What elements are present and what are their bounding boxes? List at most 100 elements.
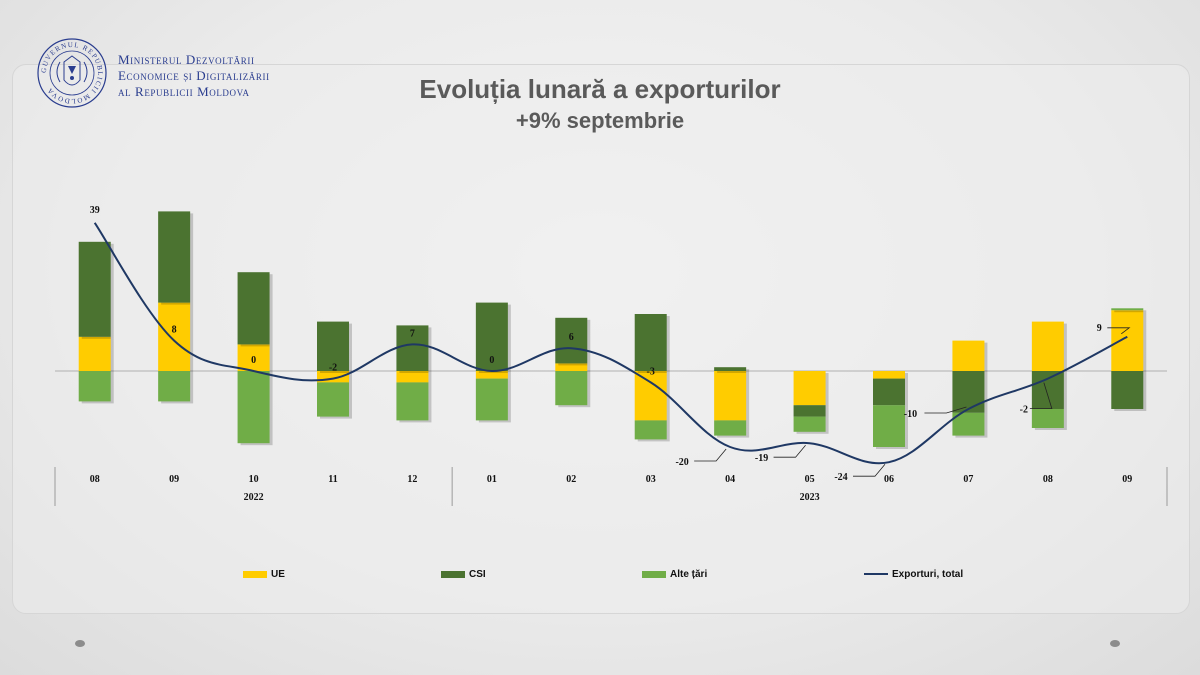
- bar-csi-8: [714, 367, 747, 371]
- bar-ue-0: [78, 336, 111, 371]
- tick-label-12: 08: [1043, 474, 1053, 485]
- total-exports-line: [93, 222, 1128, 465]
- slide-dot-left: [75, 640, 85, 647]
- tick-label-1: 09: [169, 474, 179, 485]
- bar-alte-12: [1031, 409, 1064, 428]
- bar-ue-5: [475, 371, 508, 379]
- bar-ue-10: [873, 371, 905, 379]
- bar-csi-10: [873, 378, 905, 406]
- chart-subtitle: +9% septembrie: [515, 108, 685, 133]
- legend-item-total: Exporturi, total: [864, 566, 963, 582]
- chart-title: Evoluția lunară a exporturilor: [419, 74, 781, 104]
- legend-label-csi: CSI: [469, 568, 486, 580]
- tick-label-9: 05: [805, 474, 815, 485]
- data-label-leader-9: [773, 444, 806, 458]
- legend-line-total: [864, 573, 888, 575]
- bar-ue-9: [793, 371, 826, 406]
- bar-alte-8: [714, 420, 747, 436]
- bar-alte-11: [952, 412, 985, 436]
- data-label-3: -2: [329, 363, 337, 374]
- bar-csi-4: [396, 325, 429, 371]
- bar-ue-12: [1031, 321, 1064, 371]
- data-label-1: 8: [172, 325, 177, 336]
- tick-label-8: 04: [725, 474, 735, 485]
- data-label-11: -10: [904, 409, 917, 420]
- bar-alte-3: [317, 382, 349, 417]
- data-label-8: -20: [675, 457, 688, 468]
- tick-label-0: 08: [90, 474, 100, 485]
- ministry-line-3: al Republicii Moldova: [118, 84, 250, 99]
- bar-ue-11: [952, 340, 985, 371]
- legend-swatch-ue: [243, 570, 267, 578]
- bar-csi-9: [793, 405, 826, 417]
- bar-ue-7: [634, 371, 667, 421]
- tick-label-10: 06: [884, 474, 894, 485]
- data-label-0: 39: [90, 205, 100, 216]
- legend-label-total: Exporturi, total: [892, 568, 964, 580]
- tick-label-13: 09: [1122, 474, 1132, 485]
- tick-label-6: 02: [566, 474, 576, 485]
- bar-csi-3: [317, 321, 349, 371]
- legend-item-ue: UE: [243, 566, 285, 582]
- bar-ue-8: [714, 371, 747, 421]
- bar-ue-4: [396, 371, 429, 383]
- data-label-4: 7: [410, 328, 415, 339]
- ministry-line-1: Ministerul Dezvoltării: [118, 52, 255, 67]
- tick-label-4: 12: [407, 474, 417, 485]
- data-label-leader-10: [853, 463, 886, 477]
- chart-panel: [12, 64, 1190, 614]
- data-label-leader-8: [694, 448, 727, 462]
- bar-shadow: [717, 369, 750, 373]
- bar-csi-11: [952, 371, 985, 413]
- tick-label-3: 11: [328, 474, 337, 485]
- data-label-leader-11: [924, 406, 967, 414]
- tick-label-2: 10: [249, 474, 259, 485]
- data-label-leader-12: [1029, 382, 1053, 410]
- legend-swatch-alte: [642, 570, 666, 578]
- data-label-9: -19: [755, 453, 768, 464]
- government-emblem: GUVERNUL REPUBLICII MOLDOVA: [36, 34, 108, 112]
- bar-csi-7: [634, 314, 667, 371]
- data-label-5: 0: [489, 355, 494, 366]
- slide-dot-right: [1110, 640, 1120, 647]
- bar-alte-6: [555, 371, 588, 406]
- data-label-10: -24: [834, 472, 847, 483]
- data-label-leader-13: [1107, 327, 1131, 335]
- bar-alte-1: [158, 371, 191, 402]
- bar-alte-13: [1111, 308, 1144, 311]
- bar-alte-9: [793, 416, 826, 432]
- bar-csi-1: [158, 211, 191, 303]
- bar-shadow: [1114, 310, 1147, 313]
- bar-alte-2: [237, 371, 270, 444]
- bar-alte-5: [475, 378, 508, 421]
- tick-label-11: 07: [963, 474, 973, 485]
- data-label-12: -2: [1020, 405, 1028, 416]
- bar-ue-2: [237, 344, 270, 371]
- ministry-name: Ministerul Dezvoltării Economice și Digi…: [118, 52, 270, 100]
- legend-label-ue: UE: [271, 568, 285, 580]
- bar-alte-4: [396, 382, 429, 421]
- bar-csi-6: [555, 317, 588, 364]
- bar-alte-10: [873, 405, 905, 447]
- legend-item-csi: CSI: [441, 566, 486, 582]
- bar-csi-2: [237, 272, 270, 345]
- legend-swatch-csi: [441, 570, 465, 578]
- bar-alte-7: [634, 420, 667, 440]
- year-label-2023: 2023: [800, 492, 820, 503]
- legend-label-alte: Alte țări: [670, 568, 708, 580]
- tick-label-5: 01: [487, 474, 497, 485]
- tick-label-7: 03: [646, 474, 656, 485]
- year-label-2022: 2022: [244, 492, 264, 503]
- bar-alte-0: [78, 371, 111, 402]
- bar-csi-0: [78, 241, 111, 337]
- bar-ue-3: [317, 371, 349, 383]
- bar-ue-1: [158, 302, 191, 371]
- bar-csi-12: [1031, 371, 1064, 409]
- bar-ue-13: [1111, 310, 1144, 371]
- ministry-line-2: Economice și Digitalizării: [118, 68, 270, 83]
- bar-csi-13: [1111, 371, 1144, 409]
- bar-ue-6: [555, 363, 588, 371]
- data-label-7: -3: [647, 366, 655, 377]
- data-label-2: 0: [251, 355, 256, 366]
